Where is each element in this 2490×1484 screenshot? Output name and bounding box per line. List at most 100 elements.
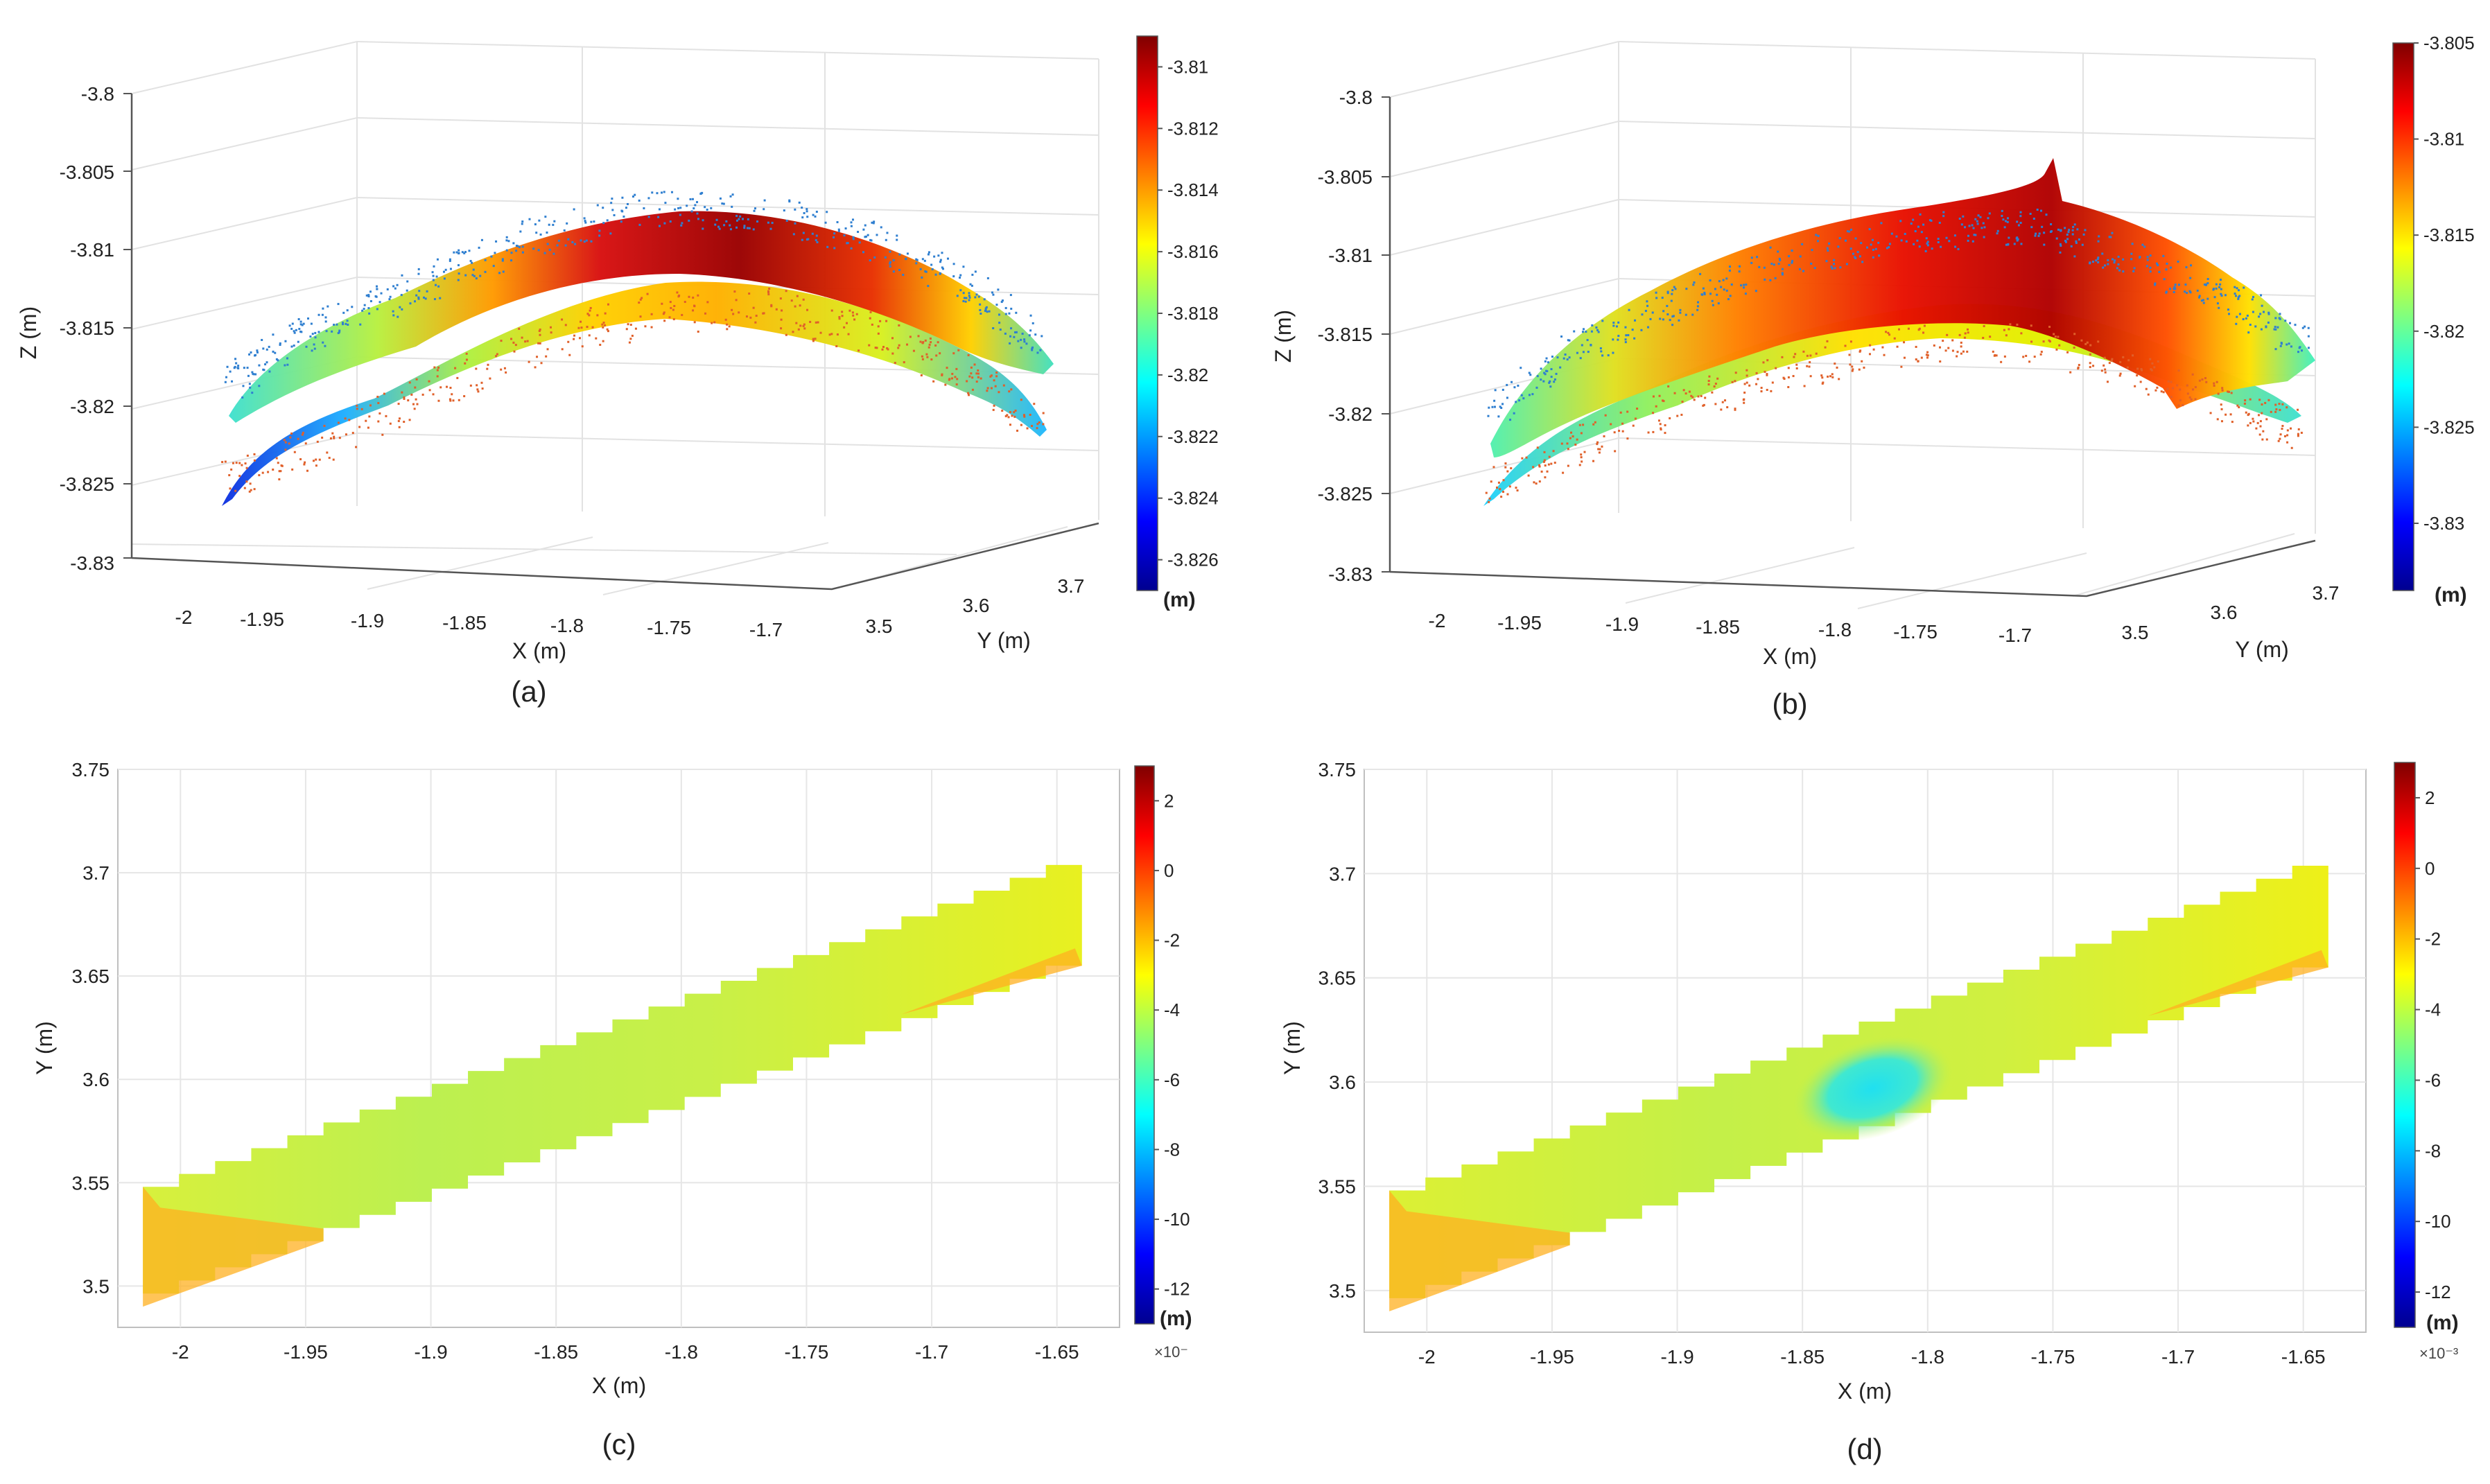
b-x-tick: -1.7 bbox=[1999, 625, 2032, 646]
scatter-point bbox=[2297, 433, 2299, 435]
scatter-point bbox=[2089, 261, 2091, 264]
scatter-point bbox=[775, 308, 778, 311]
scatter-point bbox=[2217, 392, 2220, 395]
scatter-point bbox=[858, 241, 861, 244]
panel-c-colorbar bbox=[1134, 765, 1155, 1325]
scatter-point bbox=[449, 399, 452, 402]
scatter-point bbox=[802, 232, 805, 234]
scatter-point bbox=[729, 228, 732, 231]
scatter-point bbox=[417, 268, 420, 270]
scatter-point bbox=[290, 327, 293, 330]
scatter-point bbox=[850, 247, 853, 250]
scatter-point bbox=[1700, 293, 1703, 296]
scatter-point bbox=[2227, 308, 2229, 311]
scatter-point bbox=[251, 392, 254, 394]
scatter-point bbox=[1615, 325, 1618, 328]
scatter-point bbox=[824, 221, 827, 224]
scatter-point bbox=[1852, 252, 1854, 255]
scatter-point bbox=[879, 320, 882, 322]
scatter-point bbox=[1612, 322, 1615, 324]
scatter-point bbox=[442, 270, 445, 273]
scatter-point bbox=[1849, 247, 1852, 250]
scatter-point bbox=[1813, 267, 1816, 270]
scatter-point bbox=[1009, 342, 1011, 344]
scatter-point bbox=[1585, 331, 1587, 333]
scatter-point bbox=[595, 337, 598, 340]
scatter-point bbox=[333, 324, 336, 326]
scatter-point bbox=[2258, 433, 2261, 436]
scatter-point bbox=[1597, 331, 1600, 333]
scatter-point bbox=[564, 244, 567, 247]
scatter-point bbox=[1587, 351, 1590, 353]
scatter-point bbox=[2006, 220, 2009, 223]
scatter-point bbox=[841, 315, 844, 317]
scatter-point bbox=[1556, 356, 1559, 359]
scatter-point bbox=[975, 372, 978, 375]
scatter-point bbox=[1815, 234, 1818, 236]
scatter-point bbox=[521, 222, 523, 225]
scatter-point bbox=[706, 209, 708, 211]
scatter-point bbox=[577, 326, 580, 329]
scatter-point bbox=[567, 238, 570, 241]
scatter-point bbox=[889, 265, 891, 268]
scatter-point bbox=[1631, 329, 1634, 331]
scatter-point bbox=[748, 227, 751, 229]
scatter-point bbox=[1769, 246, 1772, 249]
scatter-point bbox=[1660, 427, 1662, 430]
scatter-point bbox=[332, 458, 335, 461]
scatter-point bbox=[2260, 294, 2263, 297]
scatter-point bbox=[1009, 335, 1012, 338]
scatter-point bbox=[327, 305, 329, 308]
scatter-point bbox=[1535, 386, 1538, 389]
scatter-point bbox=[1743, 383, 1746, 385]
scatter-point bbox=[1662, 318, 1664, 321]
scatter-point bbox=[874, 347, 877, 349]
scatter-point bbox=[984, 309, 986, 312]
scatter-point bbox=[284, 364, 286, 367]
scatter-point bbox=[977, 295, 980, 298]
scatter-point bbox=[2267, 399, 2270, 401]
scatter-point bbox=[668, 316, 671, 319]
scatter-point bbox=[1632, 424, 1635, 427]
scatter-point bbox=[2122, 258, 2125, 261]
colorbar-tick-label: -3.815 bbox=[2423, 225, 2475, 245]
scatter-point bbox=[1725, 277, 1728, 280]
scatter-point bbox=[2089, 362, 2091, 365]
scatter-point bbox=[539, 333, 541, 336]
scatter-point bbox=[290, 432, 293, 435]
scatter-point bbox=[1567, 464, 1569, 467]
scatter-point bbox=[437, 366, 440, 369]
scatter-point bbox=[1774, 277, 1777, 279]
scatter-point bbox=[2261, 304, 2263, 307]
panel-c-colorbar-exponent: ×10⁻ bbox=[1154, 1343, 1188, 1361]
scatter-point bbox=[704, 312, 707, 315]
scatter-point bbox=[1004, 414, 1007, 417]
colorbar-tick-label: -6 bbox=[2425, 1070, 2441, 1090]
scatter-point bbox=[1779, 259, 1782, 261]
scatter-point bbox=[2252, 295, 2254, 298]
scatter-point bbox=[681, 313, 684, 316]
scatter-point bbox=[245, 480, 248, 483]
scatter-point bbox=[992, 293, 995, 296]
scatter-point bbox=[1621, 422, 1624, 425]
scatter-point bbox=[1522, 397, 1525, 400]
scatter-point bbox=[250, 489, 252, 491]
scatter-point bbox=[566, 222, 568, 225]
scatter-point bbox=[1579, 357, 1582, 360]
scatter-point bbox=[1039, 349, 1042, 351]
scatter-point bbox=[909, 335, 912, 338]
scatter-point bbox=[2117, 263, 2120, 265]
b-x-tick: -2 bbox=[1429, 610, 1446, 631]
scatter-point bbox=[919, 268, 922, 270]
scatter-point bbox=[646, 293, 649, 295]
scatter-point bbox=[1685, 288, 1688, 290]
scatter-point bbox=[1550, 368, 1553, 371]
scatter-point bbox=[1536, 446, 1539, 449]
scatter-point bbox=[857, 349, 860, 352]
scatter-point bbox=[663, 222, 666, 225]
scatter-point bbox=[2274, 317, 2277, 320]
scatter-point bbox=[1529, 374, 1532, 376]
scatter-point bbox=[528, 218, 531, 220]
scatter-point bbox=[2158, 270, 2161, 273]
scatter-point bbox=[1775, 367, 1777, 369]
